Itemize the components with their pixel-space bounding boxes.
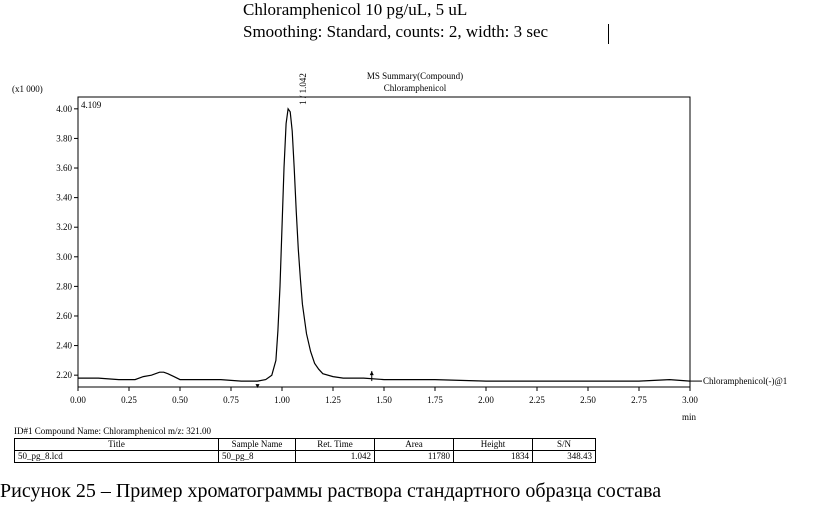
x-tick-label: 0.00 <box>70 395 86 405</box>
y-tick-label: 3.40 <box>56 193 72 203</box>
cell-title: 50_pg_8.lcd <box>14 450 219 463</box>
figure-caption: Рисунок 25 – Пример хроматограммы раство… <box>0 480 662 502</box>
x-tick-label: 2.50 <box>580 395 596 405</box>
y-tick-label: 3.80 <box>56 133 72 143</box>
y-tick-label: 3.00 <box>56 252 72 262</box>
chart-title: MS Summary(Compound) <box>367 71 463 81</box>
y-axis: 2.20 2.40 2.60 2.80 3.00 3.20 3.40 3.60 3.80 4.00 <box>56 104 78 380</box>
table-header-row: Title Sample Name Ret. Time Area Height … <box>14 438 596 451</box>
y-tick-label: 3.20 <box>56 222 72 232</box>
y-tick-label: 4.00 <box>56 104 72 114</box>
table-row: 50_pg_8.lcd 50_pg_8 1.042 11780 1834 348… <box>14 450 596 463</box>
chromatogram-trace <box>78 107 691 382</box>
x-tick-label: 3.00 <box>682 395 698 405</box>
x-tick-label: 1.50 <box>376 395 392 405</box>
header-line-2: Smoothing: Standard, counts: 2, width: 3… <box>243 22 549 41</box>
x-tick-label: 1.75 <box>427 395 443 405</box>
chromatogram-chart: MS Summary(Compound) Chloramphenicol (x1… <box>12 71 787 422</box>
col-sn: S/N <box>532 438 596 451</box>
col-ret-time: Ret. Time <box>295 438 375 451</box>
series-legend-label: Chloramphenicol(-)@1 <box>703 376 787 386</box>
cell-area: 11780 <box>374 450 454 463</box>
x-axis: 0.00 0.25 0.50 0.75 1.00 1.25 1.50 1.75 2.00 2.25… <box>70 387 698 405</box>
cell-sample-name: 50_pg_8 <box>218 450 296 463</box>
y-tick-label: 2.20 <box>56 370 72 380</box>
text-cursor <box>608 24 609 44</box>
marker-end-arrow <box>369 371 374 376</box>
y-tick-label: 2.60 <box>56 311 72 321</box>
table-caption: ID#1 Compound Name: Chloramphenicol m/z:… <box>14 426 211 436</box>
plot-frame <box>77 96 691 388</box>
col-title: Title <box>14 438 219 451</box>
header-line-1: Chloramphenicol 10 pg/uL, 5 uL <box>243 0 468 19</box>
col-sample-name: Sample Name <box>218 438 296 451</box>
y-tick-label: 2.40 <box>56 341 72 351</box>
max-intensity-label: 4.109 <box>81 100 102 110</box>
x-tick-label: 0.75 <box>223 395 239 405</box>
x-tick-label: 2.00 <box>478 395 494 405</box>
integration-markers <box>255 371 374 389</box>
x-tick-label: 0.50 <box>172 395 188 405</box>
col-height: Height <box>453 438 533 451</box>
y-tick-label: 2.80 <box>56 281 72 291</box>
x-tick-label: 0.25 <box>121 395 137 405</box>
marker-start-arrow <box>255 384 260 389</box>
x-tick-label: 1.25 <box>325 395 341 405</box>
peak-label: 1 / 1.042 <box>298 73 308 105</box>
x-axis-unit: min <box>682 412 697 422</box>
result-table: Title Sample Name Ret. Time Area Height … <box>14 438 596 463</box>
cell-height: 1834 <box>453 450 533 463</box>
x-tick-label: 2.25 <box>529 395 545 405</box>
cell-sn: 348.43 <box>532 450 596 463</box>
chart-subtitle: Chloramphenicol <box>384 83 447 93</box>
y-multiplier: (x1 000) <box>12 84 43 94</box>
col-area: Area <box>374 438 454 451</box>
cell-ret-time: 1.042 <box>295 450 375 463</box>
x-tick-label: 2.75 <box>631 395 647 405</box>
x-tick-label: 1.00 <box>274 395 290 405</box>
y-tick-label: 3.60 <box>56 163 72 173</box>
